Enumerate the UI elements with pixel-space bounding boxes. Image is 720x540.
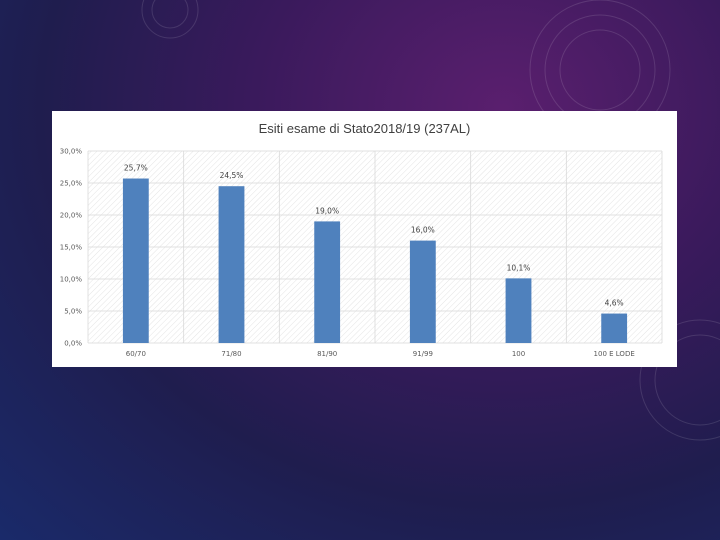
bar bbox=[314, 221, 341, 343]
x-axis: 60/70 71/80 81/90 91/99 100 100 E LODE bbox=[126, 350, 635, 358]
data-label: 10,1% bbox=[507, 263, 531, 272]
chart-card: 0,0% 5,0% 10,0% 15,0% 20,0% 25,0% 30,0% 25,7% 2… bbox=[52, 111, 677, 367]
x-tick-label: 100 E LODE bbox=[594, 350, 635, 358]
data-label: 25,7% bbox=[124, 164, 148, 173]
y-axis: 0,0% 5,0% 10,0% 15,0% 20,0% 25,0% 30,0% bbox=[60, 148, 83, 348]
x-tick-label: 100 bbox=[512, 350, 525, 358]
x-tick-label: 81/90 bbox=[317, 350, 337, 358]
x-tick-label: 60/70 bbox=[126, 350, 146, 358]
bar bbox=[218, 186, 245, 343]
bar bbox=[122, 178, 149, 343]
x-tick-label: 91/99 bbox=[413, 350, 433, 358]
bar-chart: 0,0%5,0%10,0%15,0%20,0%25,0%30,0% 25,7%2… bbox=[60, 148, 663, 358]
bar bbox=[601, 313, 628, 343]
x-tick-label: 71/80 bbox=[221, 350, 241, 358]
data-label: 19,0% bbox=[315, 206, 339, 215]
bar bbox=[505, 278, 532, 343]
data-labels: 25,7% 24,5% 19,0% 16,0% 10,1% 4,6% bbox=[124, 164, 624, 308]
y-tick-label: 25,0% bbox=[60, 180, 83, 188]
data-label: 24,5% bbox=[220, 171, 244, 180]
chart-title: Esiti esame di Stato2018/19 (237AL) bbox=[258, 121, 471, 136]
y-tick-label: 15,0% bbox=[60, 244, 83, 252]
data-label: 4,6% bbox=[605, 299, 624, 308]
y-tick-label: 10,0% bbox=[60, 276, 83, 284]
data-label: 16,0% bbox=[411, 226, 435, 235]
bars bbox=[122, 178, 628, 343]
y-tick-label: 20,0% bbox=[60, 212, 83, 220]
y-tick-label: 5,0% bbox=[64, 308, 82, 316]
bar bbox=[409, 240, 436, 343]
gridlines bbox=[87, 150, 663, 344]
y-tick-label: 30,0% bbox=[60, 148, 83, 156]
y-tick-label: 0,0% bbox=[64, 340, 82, 348]
